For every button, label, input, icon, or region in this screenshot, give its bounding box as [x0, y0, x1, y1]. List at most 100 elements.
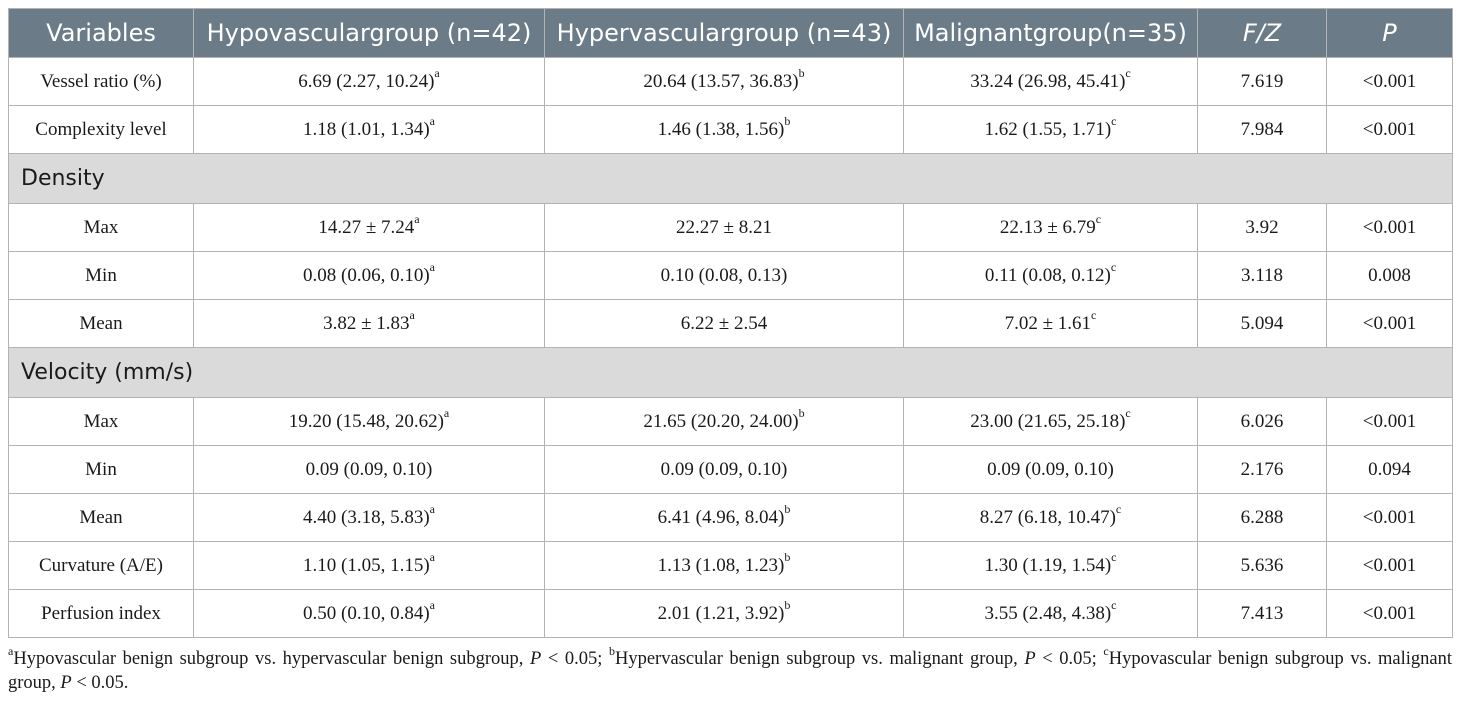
cell-malignant: 7.02 ± 1.61c	[903, 299, 1198, 348]
cell-p-value: <0.001	[1362, 118, 1417, 140]
cell-f-z-value: 6.026	[1240, 410, 1284, 432]
cell-f-z-value: 3.92	[1245, 216, 1279, 238]
cell-variable: Max	[8, 203, 194, 252]
cell-p-value: <0.001	[1362, 70, 1417, 92]
cell-f-z-value: 6.288	[1240, 506, 1284, 528]
significance-mark: b	[798, 406, 805, 421]
cell-malignant: 1.30 (1.19, 1.54)c	[903, 541, 1198, 590]
footnote-p-condition: < 0.05	[1035, 649, 1092, 669]
cell-p-value: <0.001	[1362, 312, 1417, 334]
header-p: P	[1326, 8, 1453, 58]
section-row: Velocity (mm/s)	[8, 347, 1453, 398]
cell-hypervascular: 20.64 (13.57, 36.83)b	[544, 57, 904, 106]
table-row: Curvature (A/E) 1.10 (1.05, 1.15)a 1.13 (1…	[8, 541, 1453, 590]
significance-mark: a	[429, 260, 435, 275]
cell-p-value: 0.008	[1368, 264, 1411, 286]
cell-variable: Complexity level	[8, 105, 194, 154]
cell-malignant-value: 22.13 ± 6.79	[999, 216, 1096, 238]
cell-hypovascular-value: 4.40 (3.18, 5.83)	[303, 506, 430, 528]
cell-p: <0.001	[1326, 397, 1453, 446]
cell-malignant: 8.27 (6.18, 10.47)c	[903, 493, 1198, 542]
cell-hypervascular-value: 0.09 (0.09, 0.10)	[660, 458, 788, 480]
cell-f-z: 2.176	[1197, 445, 1327, 494]
cell-variable: Min	[8, 445, 194, 494]
footnote-p-symbol: P	[1024, 649, 1036, 669]
cell-hypovascular: 0.50 (0.10, 0.84)a	[193, 589, 545, 638]
cell-variable-value: Max	[83, 410, 119, 432]
cell-malignant-value: 0.09 (0.09, 0.10)	[987, 458, 1114, 480]
cell-p-value: 0.094	[1368, 458, 1411, 480]
cell-hypervascular-value: 1.13 (1.08, 1.23)	[657, 554, 785, 576]
cell-malignant-value: 33.24 (26.98, 45.41)	[970, 70, 1126, 92]
footnote-a-text: Hypovascular benign subgroup vs. hyperva…	[13, 649, 530, 669]
cell-f-z: 5.636	[1197, 541, 1327, 590]
cell-p-value: <0.001	[1362, 410, 1417, 432]
cell-malignant-value: 1.30 (1.19, 1.54)	[984, 554, 1112, 576]
significance-mark: a	[429, 502, 435, 517]
cell-f-z: 7.619	[1197, 57, 1327, 106]
cell-malignant-value: 3.55 (2.48, 4.38)	[984, 602, 1112, 624]
footnote-separator: ;	[1091, 649, 1104, 669]
cell-malignant-value: 7.02 ± 1.61	[1004, 312, 1092, 334]
significance-mark: b	[798, 66, 805, 81]
footnote-p-symbol: P	[60, 673, 72, 693]
cell-hypovascular-value: 14.27 ± 7.24	[318, 216, 415, 238]
cell-variable-value: Min	[85, 458, 117, 480]
cell-hypovascular-value: 0.50 (0.10, 0.84)	[303, 602, 430, 624]
cell-hypervascular: 1.46 (1.38, 1.56)b	[544, 105, 904, 154]
cell-variable-value: Min	[85, 264, 117, 286]
cell-hypervascular: 22.27 ± 8.21	[544, 203, 904, 252]
cell-hypovascular: 0.09 (0.09, 0.10)	[193, 445, 545, 494]
significance-mark: c	[1095, 212, 1102, 227]
footnote-b-text: Hypervascular benign subgroup vs. malign…	[614, 649, 1025, 669]
cell-variable-value: Curvature (A/E)	[39, 554, 163, 576]
cell-hypovascular-value: 0.09 (0.09, 0.10)	[305, 458, 433, 480]
header-hypovascular-group: Hypovasculargroup (n=42)	[193, 8, 545, 58]
table-row: Mean 3.82 ± 1.83a 6.22 ± 2.54 7.02 ± 1.61c 5…	[8, 299, 1453, 348]
cell-hypovascular-value: 19.20 (15.48, 20.62)	[288, 410, 444, 432]
footnote-c-text: Hypovascular benign subgroup vs. maligna…	[8, 649, 1453, 693]
significance-mark: a	[429, 598, 435, 613]
significance-mark: c	[1111, 114, 1117, 129]
cell-hypervascular-value: 0.10 (0.08, 0.13)	[660, 264, 788, 286]
cell-hypervascular: 2.01 (1.21, 3.92)b	[544, 589, 904, 638]
cell-f-z: 3.118	[1197, 251, 1327, 300]
significance-mark: a	[443, 406, 450, 421]
cell-f-z: 3.92	[1197, 203, 1327, 252]
cell-p: 0.094	[1326, 445, 1453, 494]
cell-malignant: 3.55 (2.48, 4.38)c	[903, 589, 1198, 638]
significance-mark: c	[1115, 502, 1122, 517]
cell-hypervascular-value: 2.01 (1.21, 3.92)	[657, 602, 785, 624]
cell-hypovascular: 0.08 (0.06, 0.10)a	[193, 251, 545, 300]
significance-mark: a	[429, 550, 435, 565]
cell-hypervascular-value: 20.64 (13.57, 36.83)	[643, 70, 799, 92]
cell-hypovascular: 3.82 ± 1.83a	[193, 299, 545, 348]
cell-hypervascular: 6.41 (4.96, 8.04)b	[544, 493, 904, 542]
header-hypervascular-group: Hypervasculargroup (n=43)	[544, 8, 904, 58]
cell-p: <0.001	[1326, 105, 1453, 154]
cell-f-z: 7.413	[1197, 589, 1327, 638]
cell-f-z-value: 7.413	[1240, 602, 1284, 624]
cell-variable: Max	[8, 397, 194, 446]
cell-variable: Perfusion index	[8, 589, 194, 638]
cell-hypovascular: 1.10 (1.05, 1.15)a	[193, 541, 545, 590]
section-label: Density	[8, 153, 1453, 204]
cell-p: 0.008	[1326, 251, 1453, 300]
header-malignant-group: Malignantgroup(n=35)	[903, 8, 1198, 58]
cell-malignant-value: 23.00 (21.65, 25.18)	[970, 410, 1126, 432]
header-f-z: F/Z	[1197, 8, 1327, 58]
significance-mark: a	[434, 66, 440, 81]
cell-f-z: 6.288	[1197, 493, 1327, 542]
cell-malignant: 0.11 (0.08, 0.12)c	[903, 251, 1198, 300]
cell-p: <0.001	[1326, 57, 1453, 106]
significance-mark: c	[1125, 406, 1131, 421]
significance-mark: b	[784, 550, 791, 565]
significance-mark: c	[1110, 260, 1117, 275]
cell-hypovascular: 4.40 (3.18, 5.83)a	[193, 493, 545, 542]
cell-hypovascular: 19.20 (15.48, 20.62)a	[193, 397, 545, 446]
cell-malignant: 0.09 (0.09, 0.10)	[903, 445, 1198, 494]
cell-hypervascular: 6.22 ± 2.54	[544, 299, 904, 348]
section-row: Density	[8, 153, 1453, 204]
table-row: Vessel ratio (%) 6.69 (2.27, 10.24)a 20.64…	[8, 57, 1453, 106]
table-row: Mean 4.40 (3.18, 5.83)a 6.41 (4.96, 8.04)b…	[8, 493, 1453, 542]
